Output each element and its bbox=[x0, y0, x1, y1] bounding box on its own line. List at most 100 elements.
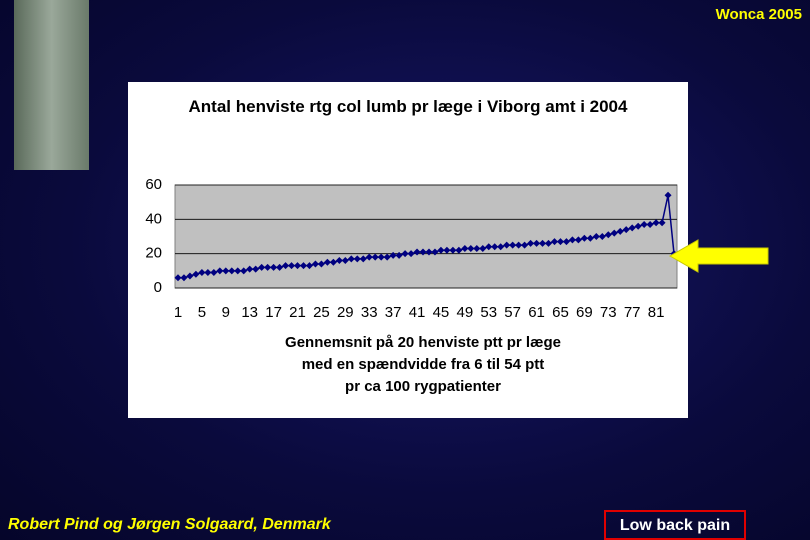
x-tick-label: 57 bbox=[504, 304, 521, 321]
data-point bbox=[437, 246, 445, 254]
data-point bbox=[222, 267, 230, 275]
data-point bbox=[204, 269, 212, 277]
data-point bbox=[527, 239, 535, 247]
x-tick-label: 37 bbox=[385, 304, 402, 321]
arrow bbox=[668, 239, 769, 273]
data-point bbox=[658, 219, 666, 227]
data-point bbox=[347, 255, 355, 263]
x-tick-label: 45 bbox=[433, 304, 450, 321]
data-point bbox=[610, 229, 618, 237]
x-tick-label: 65 bbox=[552, 304, 569, 321]
x-tick-label: 1 bbox=[174, 304, 182, 321]
spine-image bbox=[14, 0, 89, 170]
data-point bbox=[425, 248, 433, 256]
topic-box: Low back pain bbox=[604, 510, 746, 540]
data-point bbox=[288, 262, 296, 270]
y-tick-label: 20 bbox=[145, 245, 162, 262]
data-point bbox=[461, 245, 469, 253]
data-point bbox=[646, 220, 654, 228]
data-point bbox=[198, 269, 206, 277]
data-point bbox=[533, 239, 541, 247]
data-point bbox=[317, 260, 325, 268]
x-tick-label: 13 bbox=[241, 304, 258, 321]
data-point bbox=[455, 246, 463, 254]
x-label-line: Gennemsnit på 20 henviste ptt pr læge bbox=[285, 334, 561, 351]
x-tick-label: 25 bbox=[313, 304, 330, 321]
data-point bbox=[294, 262, 302, 270]
data-point bbox=[258, 263, 266, 271]
data-point bbox=[192, 270, 200, 278]
data-point bbox=[479, 245, 487, 253]
data-point bbox=[485, 243, 493, 251]
data-point bbox=[407, 250, 415, 258]
data-point bbox=[491, 243, 499, 251]
data-point bbox=[234, 267, 242, 275]
data-point bbox=[497, 243, 505, 251]
data-point bbox=[216, 267, 224, 275]
data-point bbox=[401, 250, 409, 258]
data-point bbox=[473, 245, 481, 253]
data-point bbox=[174, 274, 182, 282]
data-point bbox=[515, 241, 523, 249]
data-point bbox=[365, 253, 373, 261]
y-tick-label: 0 bbox=[154, 279, 162, 296]
x-tick-label: 73 bbox=[600, 304, 617, 321]
data-point bbox=[305, 262, 313, 270]
x-tick-label: 41 bbox=[409, 304, 426, 321]
header: Wonca 2005 bbox=[715, 6, 802, 23]
y-tick-label: 40 bbox=[145, 210, 162, 227]
data-point bbox=[592, 233, 600, 240]
x-tick-label: 17 bbox=[265, 304, 282, 321]
x-tick-label: 69 bbox=[576, 304, 593, 321]
data-point bbox=[240, 267, 248, 275]
data-point bbox=[276, 263, 284, 271]
data-point bbox=[443, 246, 451, 254]
data-point bbox=[556, 238, 564, 246]
data-point bbox=[282, 262, 290, 270]
x-tick-label: 61 bbox=[528, 304, 545, 321]
data-point bbox=[604, 231, 612, 239]
data-point bbox=[413, 248, 421, 256]
data-point bbox=[210, 269, 218, 277]
data-point bbox=[335, 257, 343, 265]
data-point bbox=[371, 253, 379, 261]
data-point bbox=[252, 265, 260, 273]
x-tick-label: 21 bbox=[289, 304, 306, 321]
data-point bbox=[264, 263, 272, 271]
data-point bbox=[616, 227, 624, 235]
x-tick-label: 29 bbox=[337, 304, 354, 321]
data-point bbox=[299, 262, 307, 270]
data-point bbox=[562, 238, 570, 246]
data-point bbox=[341, 257, 349, 265]
data-point bbox=[628, 224, 636, 232]
data-point bbox=[568, 236, 576, 244]
chart-title: Antal henviste rtg col lumb pr læge i Vi… bbox=[188, 97, 628, 116]
data-point bbox=[395, 251, 403, 259]
x-tick-label: 9 bbox=[222, 304, 230, 321]
data-point bbox=[383, 253, 391, 261]
data-point bbox=[634, 222, 642, 230]
data-point bbox=[545, 239, 553, 247]
data-point bbox=[509, 241, 517, 249]
data-point bbox=[521, 241, 529, 249]
data-point bbox=[329, 258, 337, 266]
data-point bbox=[323, 258, 331, 266]
x-tick-label: 53 bbox=[480, 304, 497, 321]
data-point bbox=[377, 253, 385, 261]
footer-author: Robert Pind og Jørgen Solgaard, Denmark bbox=[8, 516, 331, 533]
data-point bbox=[228, 267, 236, 275]
data-point bbox=[580, 234, 588, 242]
data-point bbox=[186, 272, 194, 280]
data-point bbox=[640, 220, 648, 228]
x-label-line: pr ca 100 rygpatienter bbox=[345, 378, 501, 395]
x-tick-label: 77 bbox=[624, 304, 641, 321]
y-tick-label: 60 bbox=[145, 176, 162, 193]
data-point bbox=[353, 255, 361, 263]
data-point bbox=[652, 219, 660, 227]
data-point bbox=[389, 251, 397, 259]
data-point bbox=[622, 226, 630, 234]
x-axis-label: Gennemsnit på 20 henviste ptt pr læge me… bbox=[188, 332, 658, 398]
data-point bbox=[419, 248, 427, 256]
data-point bbox=[359, 255, 367, 263]
x-label-line: med en spændvidde fra 6 til 54 ptt bbox=[301, 356, 545, 373]
